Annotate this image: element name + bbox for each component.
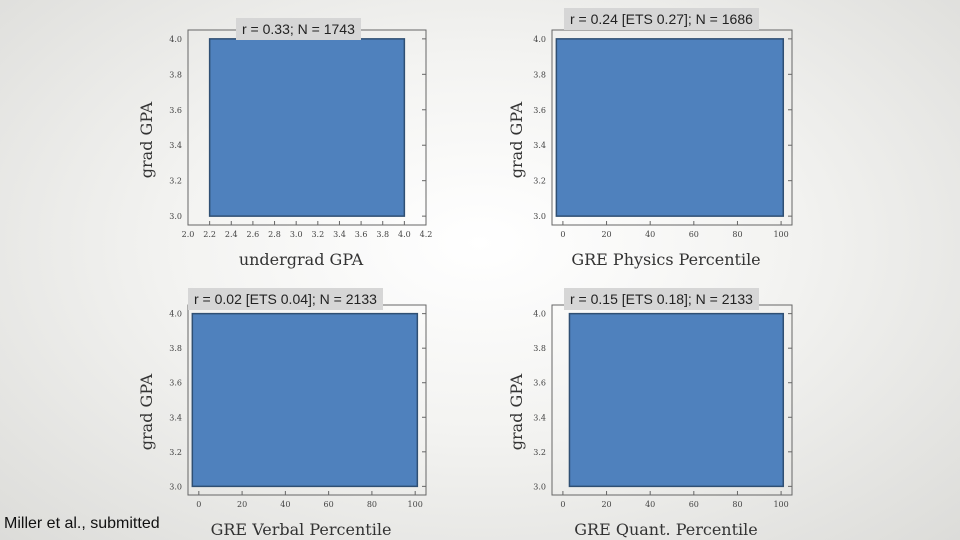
x-tick-label: 4.2: [420, 230, 433, 239]
x-tick-label: 3.8: [376, 230, 389, 239]
x-tick-label: 60: [689, 230, 699, 239]
x-tick-label: 2.4: [225, 230, 238, 239]
stat-label-1: r = 0.33; N = 1743: [236, 18, 361, 40]
x-axis-title: GRE Verbal Percentile: [211, 520, 392, 539]
y-tick-label: 3.0: [533, 482, 546, 491]
y-tick-label: 3.2: [533, 177, 546, 186]
x-tick-label: 2.6: [247, 230, 260, 239]
y-tick-label: 3.8: [169, 70, 182, 79]
x-tick-label: 3.4: [333, 230, 346, 239]
plot-frame: [551, 29, 793, 226]
x-tick-label: 100: [773, 230, 788, 239]
x-tick-label: 2.8: [268, 230, 281, 239]
y-tick-label: 3.0: [169, 212, 182, 221]
y-tick-label: 3.8: [533, 344, 546, 353]
x-tick-label: 100: [408, 500, 423, 509]
y-tick-label: 3.6: [169, 379, 182, 388]
x-tick-label: 3.0: [290, 230, 303, 239]
x-axis-title: GRE Quant. Percentile: [574, 520, 758, 539]
y-tick-label: 3.4: [169, 141, 182, 150]
y-tick-label: 3.0: [533, 212, 546, 221]
y-tick-label: 4.0: [169, 310, 182, 319]
x-tick-label: 100: [773, 500, 788, 509]
x-tick-label: 60: [324, 500, 334, 509]
x-tick-label: 2.0: [182, 230, 195, 239]
x-tick-label: 0: [560, 230, 565, 239]
data-region: [555, 38, 785, 217]
x-tick-label: 60: [689, 500, 699, 509]
y-tick-label: 4.0: [533, 35, 546, 44]
y-axis-title: grad GPA: [137, 101, 156, 178]
y-axis-title: grad GPA: [137, 373, 156, 450]
x-tick-label: 20: [601, 500, 611, 509]
x-tick-label: 40: [280, 500, 290, 509]
y-tick-label: 3.4: [169, 413, 182, 422]
y-axis-title: grad GPA: [507, 101, 526, 178]
y-tick-label: 4.0: [533, 310, 546, 319]
x-tick-label: 80: [732, 230, 742, 239]
y-tick-label: 3.6: [169, 106, 182, 115]
x-tick-label: 4.0: [398, 230, 411, 239]
x-tick-label: 20: [601, 230, 611, 239]
x-tick-label: 40: [645, 500, 655, 509]
data-region: [191, 312, 419, 488]
data-region: [568, 312, 785, 488]
x-axis-title: undergrad GPA: [239, 250, 364, 269]
x-tick-label: 0: [560, 500, 565, 509]
x-tick-label: 2.2: [203, 230, 216, 239]
x-tick-label: 20: [237, 500, 247, 509]
y-tick-label: 3.6: [533, 379, 546, 388]
x-tick-label: 80: [367, 500, 377, 509]
y-tick-label: 3.2: [169, 177, 182, 186]
y-tick-label: 3.2: [533, 448, 546, 457]
x-axis-title: GRE Physics Percentile: [571, 250, 760, 269]
x-tick-label: 3.2: [311, 230, 324, 239]
x-tick-label: 80: [732, 500, 742, 509]
y-axis-title: grad GPA: [507, 373, 526, 450]
x-tick-label: 40: [645, 230, 655, 239]
y-tick-label: 3.4: [533, 413, 546, 422]
citation-text: Miller et al., submitted: [4, 515, 160, 532]
x-tick-label: 3.6: [355, 230, 368, 239]
y-tick-label: 3.8: [169, 344, 182, 353]
y-tick-label: 3.6: [533, 106, 546, 115]
stat-label-3: r = 0.02 [ETS 0.04]; N = 2133: [188, 288, 383, 310]
stat-label-2: r = 0.24 [ETS 0.27]; N = 1686: [564, 8, 759, 30]
y-tick-label: 3.8: [533, 70, 546, 79]
stat-label-4: r = 0.15 [ETS 0.18]; N = 2133: [564, 288, 759, 310]
y-tick-label: 3.4: [533, 141, 546, 150]
y-tick-label: 3.2: [169, 448, 182, 457]
y-tick-label: 4.0: [169, 35, 182, 44]
x-tick-label: 0: [196, 500, 201, 509]
y-tick-label: 3.0: [169, 482, 182, 491]
